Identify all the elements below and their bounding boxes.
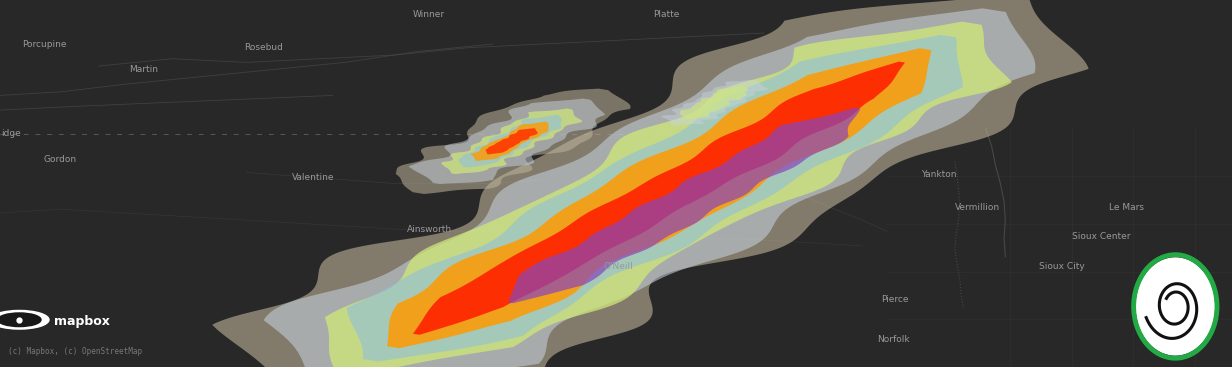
- Text: idge: idge: [1, 130, 21, 138]
- Circle shape: [1136, 258, 1215, 355]
- Text: mapbox: mapbox: [53, 315, 110, 328]
- Polygon shape: [441, 109, 583, 174]
- Polygon shape: [485, 128, 538, 155]
- Text: Porcupine: Porcupine: [22, 40, 67, 48]
- Polygon shape: [662, 80, 769, 126]
- Text: Norfolk: Norfolk: [877, 335, 909, 344]
- Polygon shape: [471, 121, 548, 161]
- Text: Sheldon: Sheldon: [1152, 273, 1189, 281]
- Text: Vermillion: Vermillion: [955, 203, 1000, 212]
- Text: Platte: Platte: [653, 10, 679, 19]
- Text: Rosebud: Rosebud: [244, 43, 283, 52]
- Polygon shape: [346, 35, 963, 361]
- Text: Gordon: Gordon: [43, 155, 76, 164]
- Polygon shape: [508, 108, 860, 303]
- Text: Yankton: Yankton: [922, 170, 957, 179]
- Text: Valentine: Valentine: [292, 174, 334, 182]
- Text: Ainsworth: Ainsworth: [407, 225, 452, 234]
- Polygon shape: [680, 86, 748, 119]
- Polygon shape: [325, 22, 1011, 367]
- Polygon shape: [458, 115, 562, 167]
- Polygon shape: [387, 48, 931, 348]
- Text: Martin: Martin: [129, 65, 159, 74]
- Text: (c) Mapbox, (c) OpenStreetMap: (c) Mapbox, (c) OpenStreetMap: [7, 347, 142, 356]
- Text: Winner: Winner: [413, 10, 445, 19]
- Text: Sioux City: Sioux City: [1039, 262, 1084, 270]
- Text: Le Mars: Le Mars: [1109, 203, 1143, 212]
- Text: O'Neill: O'Neill: [604, 262, 633, 270]
- Polygon shape: [212, 0, 1089, 367]
- Polygon shape: [264, 8, 1035, 367]
- Circle shape: [0, 313, 41, 327]
- Text: Sioux Center: Sioux Center: [1072, 232, 1130, 241]
- Polygon shape: [413, 62, 906, 335]
- Text: Pierce: Pierce: [881, 295, 908, 304]
- Polygon shape: [409, 99, 605, 184]
- Circle shape: [0, 310, 49, 329]
- Polygon shape: [395, 89, 631, 194]
